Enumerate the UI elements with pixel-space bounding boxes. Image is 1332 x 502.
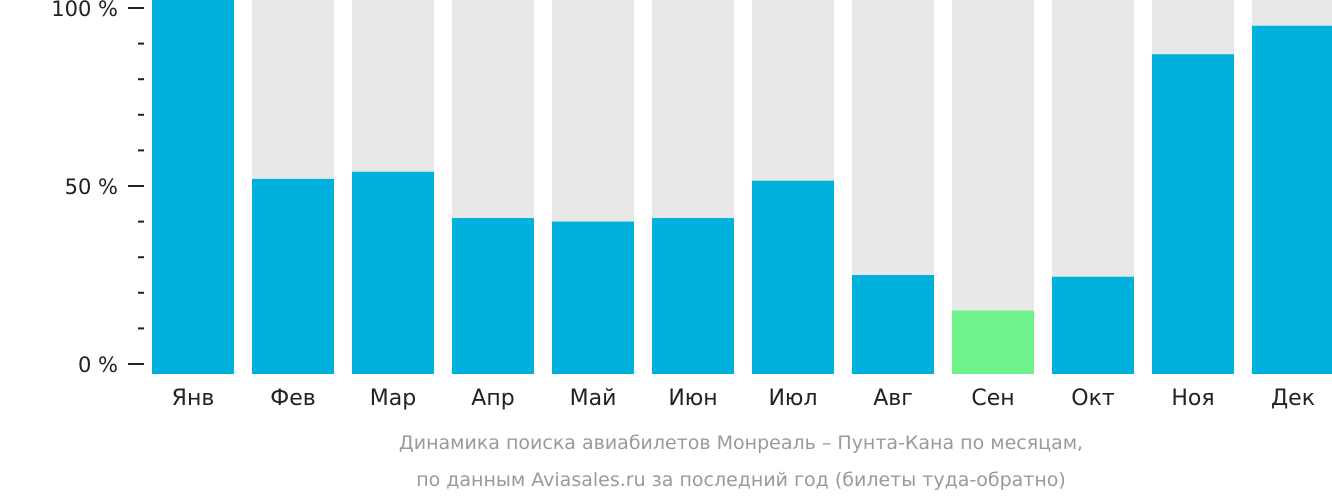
bar-9[interactable]	[952, 310, 1034, 374]
x-tick-label-3: Мар	[370, 386, 416, 411]
bar-10[interactable]	[1052, 276, 1134, 374]
bar-5[interactable]	[552, 221, 634, 374]
x-tick-label-11: Ноя	[1171, 386, 1214, 411]
bar-7[interactable]	[752, 180, 834, 374]
bar-2[interactable]	[252, 178, 334, 374]
y-tick-label-2: 50 %	[65, 175, 118, 199]
x-tick-label-5: Май	[570, 386, 617, 411]
x-axis-labels: Янв Фев Мар Апр Май Июн Июл Авг Сен Окт Ноя Дек	[172, 386, 1315, 411]
x-tick-label-6: Июн	[668, 386, 717, 411]
x-tick-label-9: Сен	[971, 386, 1014, 411]
bar-6[interactable]	[652, 218, 734, 374]
x-tick-label-4: Апр	[471, 386, 514, 411]
y-tick-label-1: 0 %	[78, 353, 118, 377]
x-tick-label-8: Авг	[873, 386, 913, 411]
x-tick-label-2: Фев	[270, 386, 315, 411]
bar-1[interactable]	[152, 0, 234, 374]
caption-line-2: по данным Aviasales.ru за последний год …	[416, 469, 1066, 491]
y-axis: 0 % 50 % 100 %	[51, 0, 144, 377]
y-tick-label-3: 100 %	[51, 0, 118, 21]
x-tick-label-12: Дек	[1271, 386, 1315, 411]
x-tick-label-10: Окт	[1071, 386, 1115, 411]
data-bars	[152, 0, 1332, 375]
bar-8[interactable]	[852, 275, 934, 374]
bar-3[interactable]	[352, 171, 434, 374]
bar-11[interactable]	[1152, 54, 1234, 374]
x-tick-label-7: Июл	[768, 386, 817, 411]
bar-4[interactable]	[452, 218, 534, 374]
x-tick-label-1: Янв	[172, 386, 215, 411]
caption-line-1: Динамика поиска авиабилетов Монреаль – П…	[398, 432, 1084, 454]
bar-12[interactable]	[1252, 25, 1332, 375]
